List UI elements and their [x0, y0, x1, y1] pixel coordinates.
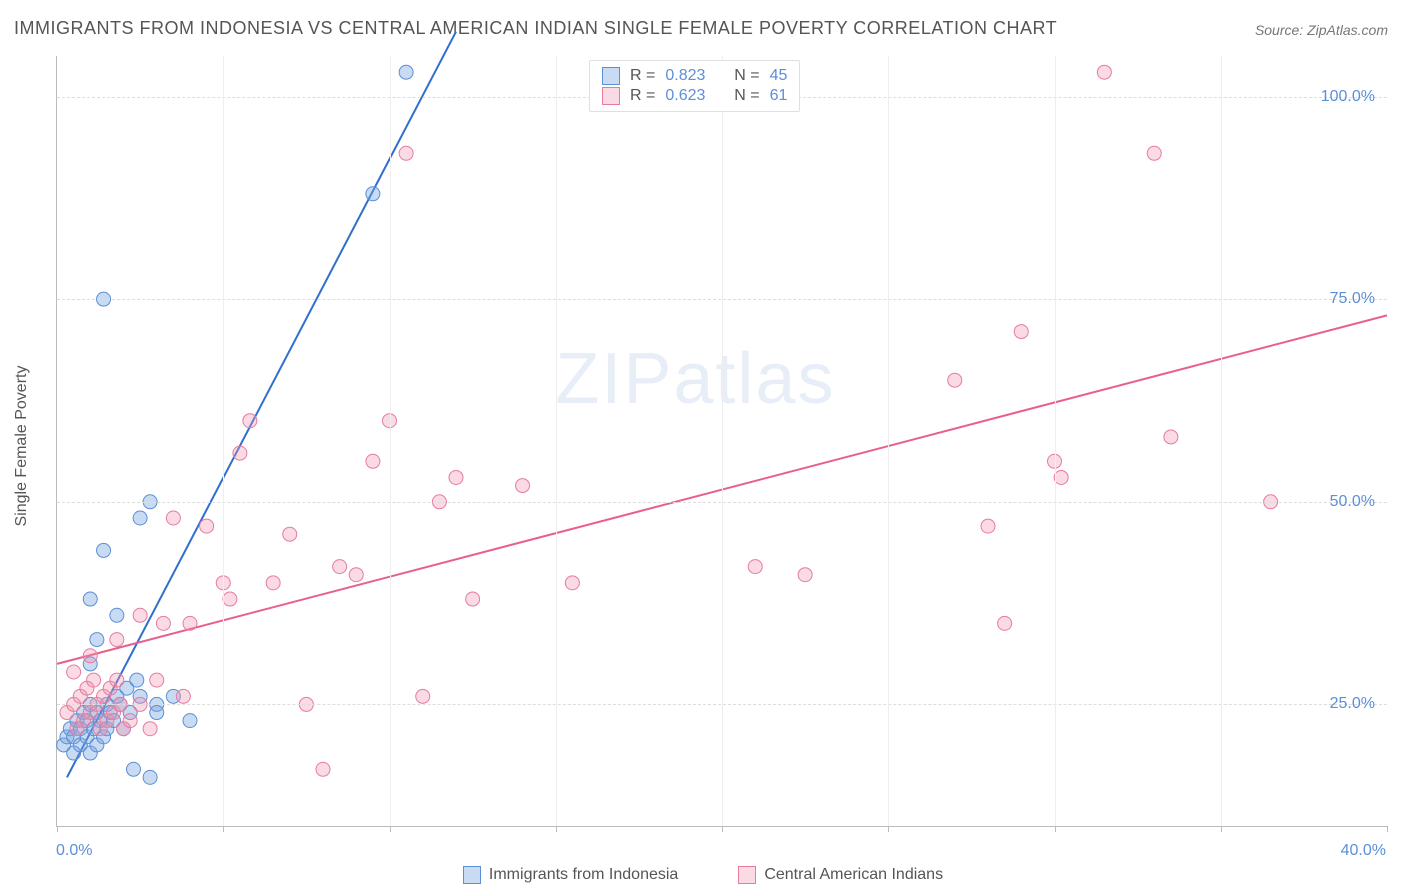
- x-tick: [1055, 826, 1056, 832]
- data-point: [981, 519, 995, 533]
- chart-container: IMMIGRANTS FROM INDONESIA VS CENTRAL AME…: [0, 0, 1406, 892]
- data-point: [123, 714, 137, 728]
- x-tick-label: 0.0%: [56, 842, 92, 860]
- data-point: [150, 673, 164, 687]
- chart-title: IMMIGRANTS FROM INDONESIA VS CENTRAL AME…: [14, 18, 1057, 39]
- data-point: [143, 770, 157, 784]
- data-point: [156, 616, 170, 630]
- data-point: [133, 511, 147, 525]
- r-value: 0.823: [665, 67, 705, 85]
- trend-line: [67, 32, 456, 778]
- data-point: [1097, 65, 1111, 79]
- data-point: [1054, 470, 1068, 484]
- data-point: [223, 592, 237, 606]
- data-point: [83, 592, 97, 606]
- y-tick-label: 50.0%: [1330, 493, 1375, 511]
- data-point: [90, 633, 104, 647]
- data-point: [110, 608, 124, 622]
- data-point: [449, 470, 463, 484]
- gridline-vertical: [390, 56, 391, 826]
- correlation-legend-row: R =0.823 N = 45: [602, 67, 787, 85]
- x-tick: [1221, 826, 1222, 832]
- data-point: [143, 722, 157, 736]
- correlation-legend: R =0.823 N = 45 R =0.623 N = 61: [589, 60, 800, 112]
- x-tick: [223, 826, 224, 832]
- legend-swatch: [463, 866, 481, 884]
- data-point: [316, 762, 330, 776]
- data-point: [1147, 146, 1161, 160]
- legend-label: Immigrants from Indonesia: [489, 866, 678, 884]
- legend-item: Central American Indians: [738, 866, 943, 884]
- legend-item: Immigrants from Indonesia: [463, 866, 678, 884]
- legend-label: Central American Indians: [764, 866, 943, 884]
- data-point: [516, 479, 530, 493]
- data-point: [333, 560, 347, 574]
- data-point: [233, 446, 247, 460]
- correlation-legend-row: R =0.623 N = 61: [602, 87, 787, 105]
- x-tick: [1387, 826, 1388, 832]
- n-value: 61: [770, 87, 788, 105]
- y-tick-label: 75.0%: [1330, 290, 1375, 308]
- data-point: [266, 576, 280, 590]
- data-point: [349, 568, 363, 582]
- gridline-vertical: [556, 56, 557, 826]
- y-tick-label: 25.0%: [1330, 695, 1375, 713]
- data-point: [243, 414, 257, 428]
- x-tick: [390, 826, 391, 832]
- data-point: [67, 665, 81, 679]
- data-point: [399, 146, 413, 160]
- data-point: [998, 616, 1012, 630]
- data-point: [283, 527, 297, 541]
- data-point: [466, 592, 480, 606]
- data-point: [183, 714, 197, 728]
- data-point: [130, 673, 144, 687]
- data-point: [183, 616, 197, 630]
- data-point: [748, 560, 762, 574]
- data-point: [97, 543, 111, 557]
- data-point: [1164, 430, 1178, 444]
- gridline-vertical: [722, 56, 723, 826]
- data-point: [399, 65, 413, 79]
- data-point: [1014, 325, 1028, 339]
- data-point: [366, 454, 380, 468]
- r-value: 0.623: [665, 87, 705, 105]
- data-point: [565, 576, 579, 590]
- data-point: [150, 706, 164, 720]
- data-point: [133, 608, 147, 622]
- data-point: [176, 689, 190, 703]
- source-credit: Source: ZipAtlas.com: [1255, 22, 1388, 38]
- data-point: [798, 568, 812, 582]
- legend-swatch: [602, 67, 620, 85]
- x-tick: [888, 826, 889, 832]
- data-point: [166, 511, 180, 525]
- x-tick: [722, 826, 723, 832]
- data-point: [126, 762, 140, 776]
- x-tick-label: 40.0%: [1341, 842, 1386, 860]
- gridline-vertical: [888, 56, 889, 826]
- gridline-vertical: [1221, 56, 1222, 826]
- gridline-vertical: [1055, 56, 1056, 826]
- x-tick: [57, 826, 58, 832]
- n-value: 45: [770, 67, 788, 85]
- legend-swatch: [602, 87, 620, 105]
- data-point: [948, 373, 962, 387]
- data-point: [110, 633, 124, 647]
- data-point: [110, 673, 124, 687]
- bottom-legend: Immigrants from Indonesia Central America…: [0, 866, 1406, 884]
- data-point: [416, 689, 430, 703]
- gridline-vertical: [223, 56, 224, 826]
- legend-swatch: [738, 866, 756, 884]
- y-axis-label: Single Female Poverty: [13, 366, 31, 527]
- data-point: [366, 187, 380, 201]
- data-point: [83, 649, 97, 663]
- data-point: [200, 519, 214, 533]
- data-point: [87, 673, 101, 687]
- plot-area: ZIPatlas 25.0%50.0%75.0%100.0%R =0.823 N…: [56, 56, 1387, 827]
- x-tick: [556, 826, 557, 832]
- y-tick-label: 100.0%: [1321, 88, 1375, 106]
